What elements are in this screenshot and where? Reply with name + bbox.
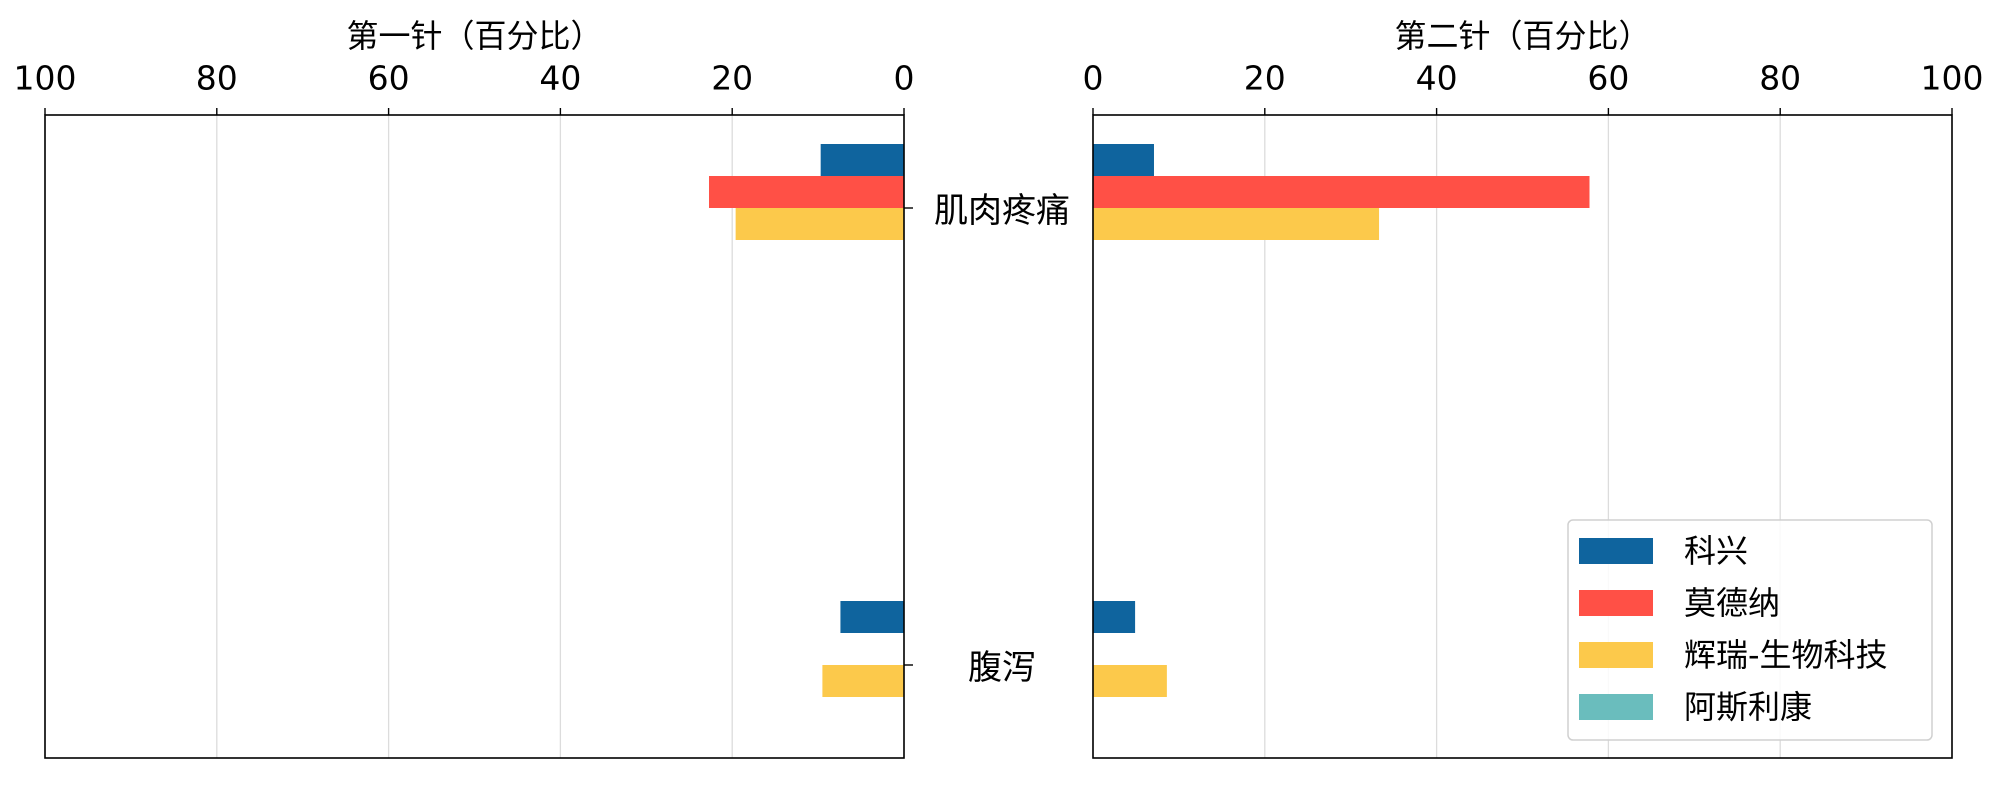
legend-swatch (1579, 642, 1653, 668)
legend-label: 莫德纳 (1684, 584, 1780, 622)
bar-panel-1-series-2-category-1 (1093, 665, 1167, 697)
bar-panel-1-series-1-category-0 (1093, 176, 1590, 208)
dose-1-panel: 100 80 60 40 20 0 第一针（百分比） (14, 17, 915, 759)
dose-2-frame (1092, 114, 1953, 759)
dose-1-axis-title: 第一针（百分比） (346, 17, 602, 55)
legend-swatch (1579, 694, 1653, 720)
x-tick-label: 40 (539, 59, 581, 98)
dose-2-bars (1093, 144, 1590, 697)
dose-2-panel: 0 20 40 60 80 100 第二针（百分比） (1083, 17, 1984, 759)
dose-1-x-axis: 100 80 60 40 20 0 (14, 59, 915, 115)
x-tick-label: 20 (1244, 59, 1286, 98)
legend-label: 阿斯利康 (1684, 688, 1812, 726)
dose-1-frame (44, 114, 905, 759)
bar-panel-1-series-0-category-1 (1093, 601, 1136, 633)
x-tick-label: 100 (1921, 59, 1984, 98)
legend-label: 科兴 (1684, 532, 1748, 570)
category-label: 肌肉疼痛 (934, 191, 1070, 231)
x-tick-label: 0 (894, 59, 915, 98)
legend-frame (1567, 519, 1933, 741)
bar-panel-0-series-2-category-0 (735, 208, 904, 240)
bar-panel-0-series-2-category-1 (822, 665, 904, 697)
x-tick-label: 60 (1587, 59, 1629, 98)
x-tick-label: 40 (1416, 59, 1458, 98)
legend-swatch (1579, 538, 1653, 564)
x-tick-label: 0 (1083, 59, 1104, 98)
legend-label: 辉瑞-生物科技 (1684, 636, 1888, 674)
bar-panel-1-series-2-category-0 (1093, 208, 1380, 240)
dose-2-x-axis: 0 20 40 60 80 100 (1083, 59, 1984, 115)
dose-1-bars (709, 144, 904, 697)
x-tick-label: 80 (1759, 59, 1801, 98)
x-tick-label: 20 (711, 59, 753, 98)
x-tick-label: 80 (196, 59, 238, 98)
legend: 科兴 莫德纳 辉瑞-生物科技 阿斯利康 (1567, 519, 1933, 741)
bar-panel-0-series-0-category-0 (820, 144, 904, 176)
category-label: 腹泻 (968, 648, 1036, 688)
dose-2-axis-title: 第二针（百分比） (1394, 17, 1650, 55)
bar-panel-1-series-0-category-0 (1093, 144, 1154, 176)
bar-panel-0-series-1-category-0 (709, 176, 904, 208)
x-tick-label: 100 (14, 59, 77, 98)
bar-panel-0-series-0-category-1 (840, 601, 904, 633)
legend-swatch (1579, 590, 1653, 616)
x-tick-label: 60 (368, 59, 410, 98)
